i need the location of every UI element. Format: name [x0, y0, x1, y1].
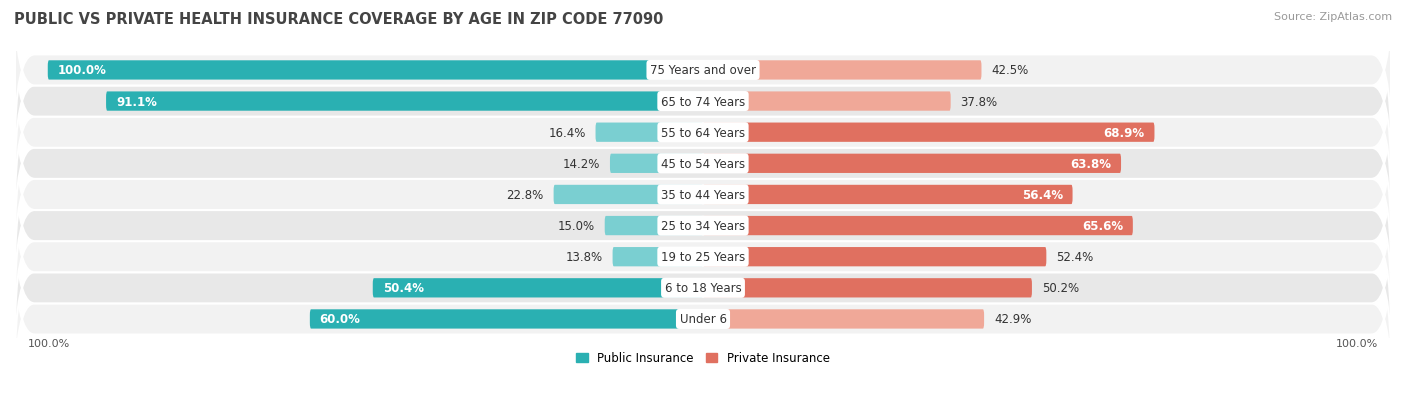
Text: 100.0%: 100.0%	[58, 64, 107, 77]
FancyBboxPatch shape	[703, 185, 1073, 204]
Text: 6 to 18 Years: 6 to 18 Years	[665, 282, 741, 294]
Text: 22.8%: 22.8%	[506, 188, 544, 202]
Text: 55 to 64 Years: 55 to 64 Years	[661, 126, 745, 139]
FancyBboxPatch shape	[15, 211, 1391, 366]
FancyBboxPatch shape	[15, 148, 1391, 304]
Text: 14.2%: 14.2%	[562, 157, 600, 171]
FancyBboxPatch shape	[703, 61, 981, 81]
FancyBboxPatch shape	[610, 154, 703, 173]
FancyBboxPatch shape	[703, 92, 950, 112]
FancyBboxPatch shape	[554, 185, 703, 204]
FancyBboxPatch shape	[15, 242, 1391, 397]
Text: Source: ZipAtlas.com: Source: ZipAtlas.com	[1274, 12, 1392, 22]
FancyBboxPatch shape	[373, 278, 703, 298]
Text: 68.9%: 68.9%	[1104, 126, 1144, 139]
Text: 45 to 54 Years: 45 to 54 Years	[661, 157, 745, 171]
FancyBboxPatch shape	[15, 117, 1391, 273]
Text: 91.1%: 91.1%	[115, 95, 157, 108]
FancyBboxPatch shape	[15, 55, 1391, 211]
FancyBboxPatch shape	[309, 310, 703, 329]
Text: 65.6%: 65.6%	[1081, 220, 1123, 233]
FancyBboxPatch shape	[703, 278, 1032, 298]
Text: 15.0%: 15.0%	[558, 220, 595, 233]
Text: 37.8%: 37.8%	[960, 95, 998, 108]
FancyBboxPatch shape	[15, 24, 1391, 179]
FancyBboxPatch shape	[15, 0, 1391, 148]
Text: 16.4%: 16.4%	[548, 126, 586, 139]
Text: 13.8%: 13.8%	[565, 251, 603, 263]
Text: 60.0%: 60.0%	[319, 313, 360, 326]
Text: 75 Years and over: 75 Years and over	[650, 64, 756, 77]
Text: 65 to 74 Years: 65 to 74 Years	[661, 95, 745, 108]
FancyBboxPatch shape	[703, 123, 1154, 142]
Text: 42.5%: 42.5%	[991, 64, 1029, 77]
Text: 42.9%: 42.9%	[994, 313, 1031, 326]
Text: PUBLIC VS PRIVATE HEALTH INSURANCE COVERAGE BY AGE IN ZIP CODE 77090: PUBLIC VS PRIVATE HEALTH INSURANCE COVER…	[14, 12, 664, 27]
Text: 63.8%: 63.8%	[1070, 157, 1111, 171]
Legend: Public Insurance, Private Insurance: Public Insurance, Private Insurance	[571, 347, 835, 369]
FancyBboxPatch shape	[703, 154, 1121, 173]
FancyBboxPatch shape	[596, 123, 703, 142]
Text: 19 to 25 Years: 19 to 25 Years	[661, 251, 745, 263]
FancyBboxPatch shape	[105, 92, 703, 112]
FancyBboxPatch shape	[15, 86, 1391, 242]
Text: 50.2%: 50.2%	[1042, 282, 1078, 294]
FancyBboxPatch shape	[703, 216, 1133, 236]
Text: 35 to 44 Years: 35 to 44 Years	[661, 188, 745, 202]
FancyBboxPatch shape	[613, 247, 703, 267]
Text: Under 6: Under 6	[679, 313, 727, 326]
FancyBboxPatch shape	[703, 247, 1046, 267]
Text: 50.4%: 50.4%	[382, 282, 423, 294]
Text: 52.4%: 52.4%	[1056, 251, 1094, 263]
Text: 100.0%: 100.0%	[28, 338, 70, 348]
Text: 25 to 34 Years: 25 to 34 Years	[661, 220, 745, 233]
Text: 100.0%: 100.0%	[1336, 338, 1378, 348]
FancyBboxPatch shape	[15, 179, 1391, 335]
FancyBboxPatch shape	[703, 310, 984, 329]
Text: 56.4%: 56.4%	[1022, 188, 1063, 202]
FancyBboxPatch shape	[605, 216, 703, 236]
FancyBboxPatch shape	[48, 61, 703, 81]
